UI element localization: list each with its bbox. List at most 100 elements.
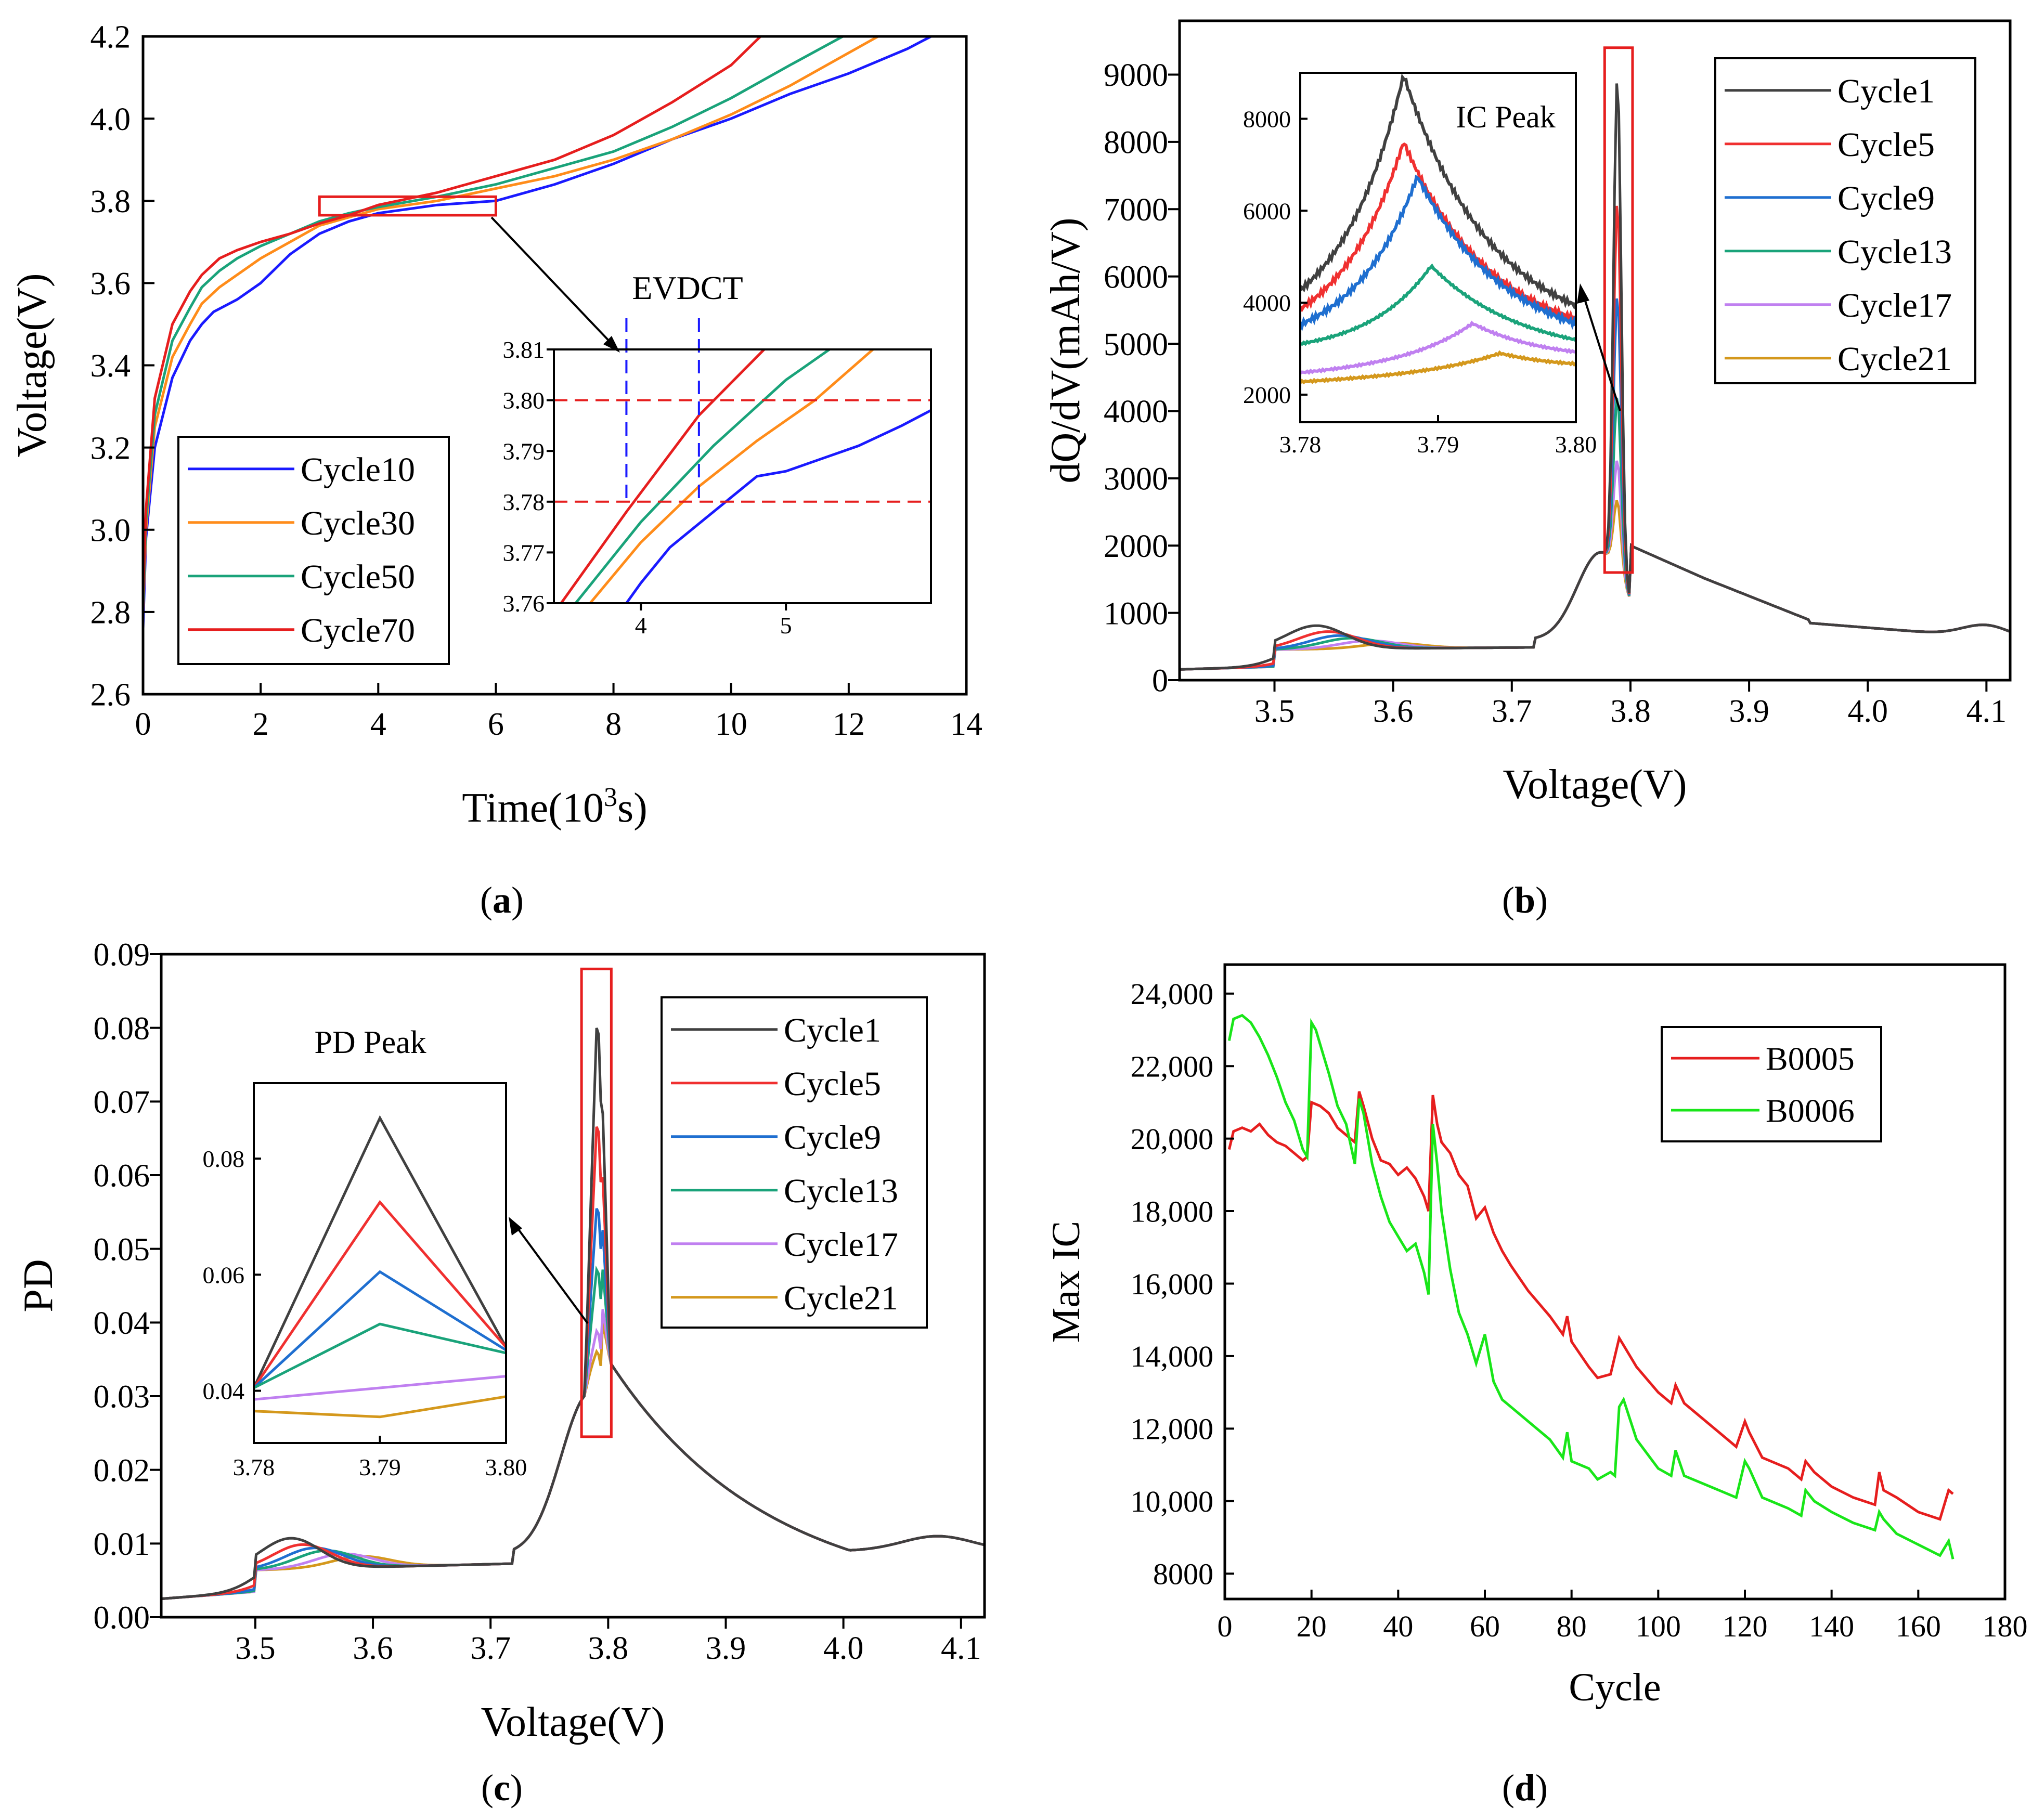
c-ytick-label: 0.01 xyxy=(94,1527,150,1562)
d-xtick-label: 0 xyxy=(1218,1609,1233,1643)
b-inset-series-Cycle9 xyxy=(1300,174,1576,332)
c-legend-label-Cycle21: Cycle21 xyxy=(784,1279,898,1317)
b-inset-ytick-label: 2000 xyxy=(1243,382,1291,408)
a-inset-ytick-label: 3.81 xyxy=(503,336,545,363)
c-inset-series-Cycle1 xyxy=(254,1115,506,1389)
d-xtick-label: 160 xyxy=(1896,1609,1941,1643)
a-ytick-label: 4.0 xyxy=(90,102,131,137)
d-frame xyxy=(1223,963,2007,1601)
b-xtick-label: 3.5 xyxy=(1254,694,1295,729)
c-inset-series-Cycle17 xyxy=(254,1375,506,1401)
a-legend-label-Cycle10: Cycle10 xyxy=(301,451,415,489)
c-ytick-label: 0.06 xyxy=(94,1159,150,1194)
c-ytick-label: 0.05 xyxy=(94,1232,150,1267)
a-ytick-label: 4.2 xyxy=(90,20,131,55)
b-inset-xtick-label: 3.79 xyxy=(1417,431,1459,458)
c-ytick-label: 0.03 xyxy=(94,1380,150,1415)
a-inset-ytick-label: 3.78 xyxy=(503,489,545,515)
b-arrow-line xyxy=(1582,292,1621,411)
d-ytick-label: 12,000 xyxy=(1131,1412,1214,1446)
d-ytick-label: 8000 xyxy=(1153,1557,1213,1591)
panel-a-chart: 0 2 4 6 8 10 12 14 2.6 2.8 3.0 3.2 3.4 3.6 3.8 4.0 4.2 Ti… xyxy=(9,20,982,831)
b-legend-label-Cycle9: Cycle9 xyxy=(1837,179,1935,217)
c-inset-ytick-label: 0.04 xyxy=(203,1378,245,1405)
b-ytick-label: 3000 xyxy=(1104,462,1168,497)
d-ytick-label: 10,000 xyxy=(1131,1485,1214,1518)
c-arrow-line xyxy=(514,1224,589,1324)
c-ytick-label: 0.00 xyxy=(94,1601,150,1636)
c-highlight-box xyxy=(580,967,613,1438)
a-legend-label-Cycle70: Cycle70 xyxy=(301,612,415,649)
c-legend-label-Cycle17: Cycle17 xyxy=(784,1226,898,1264)
d-xlabel: Cycle xyxy=(1569,1666,1661,1709)
a-ytick-label: 2.8 xyxy=(90,595,131,631)
a-xlabel: Time(103s) xyxy=(462,783,647,831)
b-inset-xtick-label: 3.78 xyxy=(1279,431,1322,458)
a-ylabel: Voltage(V) xyxy=(9,274,55,458)
a-inset-ytick-label: 3.80 xyxy=(503,387,545,414)
c-xtick-label: 3.5 xyxy=(235,1631,276,1666)
a-inset-bg xyxy=(554,349,931,603)
b-inset-series-Cycle1 xyxy=(1300,73,1576,310)
c-xtick-label: 4.1 xyxy=(941,1631,981,1666)
a-inset-series-Cycle50 xyxy=(574,349,831,603)
a-ytick-label: 3.6 xyxy=(90,266,131,302)
b-inset-ytick-label: 6000 xyxy=(1243,198,1291,224)
d-xtick-label: 120 xyxy=(1723,1609,1768,1643)
d-ytick-label: 24,000 xyxy=(1131,977,1214,1011)
a-inset-ytick-label: 3.77 xyxy=(503,540,545,566)
d-ylabel: Max IC xyxy=(1044,1221,1088,1343)
a-inset-series-Cycle70 xyxy=(560,349,766,603)
b-xlabel: Voltage(V) xyxy=(1503,762,1687,808)
a-arrow-line xyxy=(490,216,615,347)
c-inset-bg xyxy=(254,1083,506,1443)
c-inset-xtick-label: 3.79 xyxy=(359,1454,401,1480)
a-ytick-label: 2.6 xyxy=(90,678,131,713)
b-xtick-label: 3.6 xyxy=(1373,694,1414,729)
panel-d-chart: 0 20 40 60 80 100 120 140 160 180 8000 10,000 12,000… xyxy=(1044,963,2028,1709)
a-series-Cycle70 xyxy=(143,36,762,596)
c-inset-series-Cycle21 xyxy=(254,1395,506,1419)
c-inset-ytick-label: 0.06 xyxy=(203,1262,245,1288)
b-xtick-label: 4.0 xyxy=(1847,694,1888,729)
a-inset-annotation: EVDCT xyxy=(632,269,743,306)
c-inset-series-Cycle9 xyxy=(254,1270,506,1389)
b-ytick-label: 5000 xyxy=(1104,327,1168,362)
a-xtick-label: 8 xyxy=(605,707,622,742)
a-ytick-label: 3.4 xyxy=(90,348,131,384)
a-inset-xtick-label: 4 xyxy=(635,612,647,639)
b-legend-label-Cycle13: Cycle13 xyxy=(1837,233,1952,271)
a-xtick-label: 10 xyxy=(715,707,747,742)
c-legend-label-Cycle13: Cycle13 xyxy=(784,1172,898,1210)
b-inset-series-Cycle17 xyxy=(1300,320,1576,375)
b-inset-ytick-label: 8000 xyxy=(1243,106,1291,133)
d-xtick-label: 100 xyxy=(1636,1609,1681,1643)
d-legend-label-B0006: B0006 xyxy=(1766,1092,1855,1129)
c-inset-xtick-label: 3.78 xyxy=(233,1454,275,1480)
b-legend-label-Cycle17: Cycle17 xyxy=(1837,287,1952,324)
b-series-Cycle17 xyxy=(1180,460,2010,671)
c-xlabel: Voltage(V) xyxy=(481,1699,665,1745)
b-series-Cycle1 xyxy=(1180,83,2010,671)
panel-c-chart: 3.5 3.6 3.7 3.8 3.9 4.0 4.1 0.00 0.01 0.02 0.03 0.0… xyxy=(16,938,986,1745)
a-arrow-head xyxy=(603,336,620,353)
d-ytick-label: 16,000 xyxy=(1131,1267,1214,1301)
b-xtick-label: 4.1 xyxy=(1966,694,2007,729)
c-inset-annotation: PD Peak xyxy=(314,1025,426,1060)
d-ytick-label: 18,000 xyxy=(1131,1194,1214,1228)
b-inset-series-Cycle13 xyxy=(1300,263,1576,346)
d-ytick-label: 20,000 xyxy=(1131,1122,1214,1156)
b-legend-label-Cycle5: Cycle5 xyxy=(1837,126,1935,164)
a-xtick-label: 14 xyxy=(950,707,982,742)
b-xtick-label: 3.9 xyxy=(1729,694,1769,729)
panel-b-chart: 3.5 3.6 3.7 3.8 3.9 4.0 4.1 0 1000 2000 3000 4000 50… xyxy=(1043,19,2012,808)
b-arrow-head xyxy=(1577,283,1589,304)
b-highlight-box xyxy=(1603,46,1634,574)
c-inset-ytick-label: 0.08 xyxy=(203,1146,245,1172)
b-xtick-label: 3.8 xyxy=(1610,694,1651,729)
caption-b: (b) xyxy=(1502,879,1548,921)
a-xtick-label: 2 xyxy=(253,707,269,742)
a-series-Cycle10 xyxy=(143,36,932,629)
a-series-Cycle50 xyxy=(143,36,844,604)
